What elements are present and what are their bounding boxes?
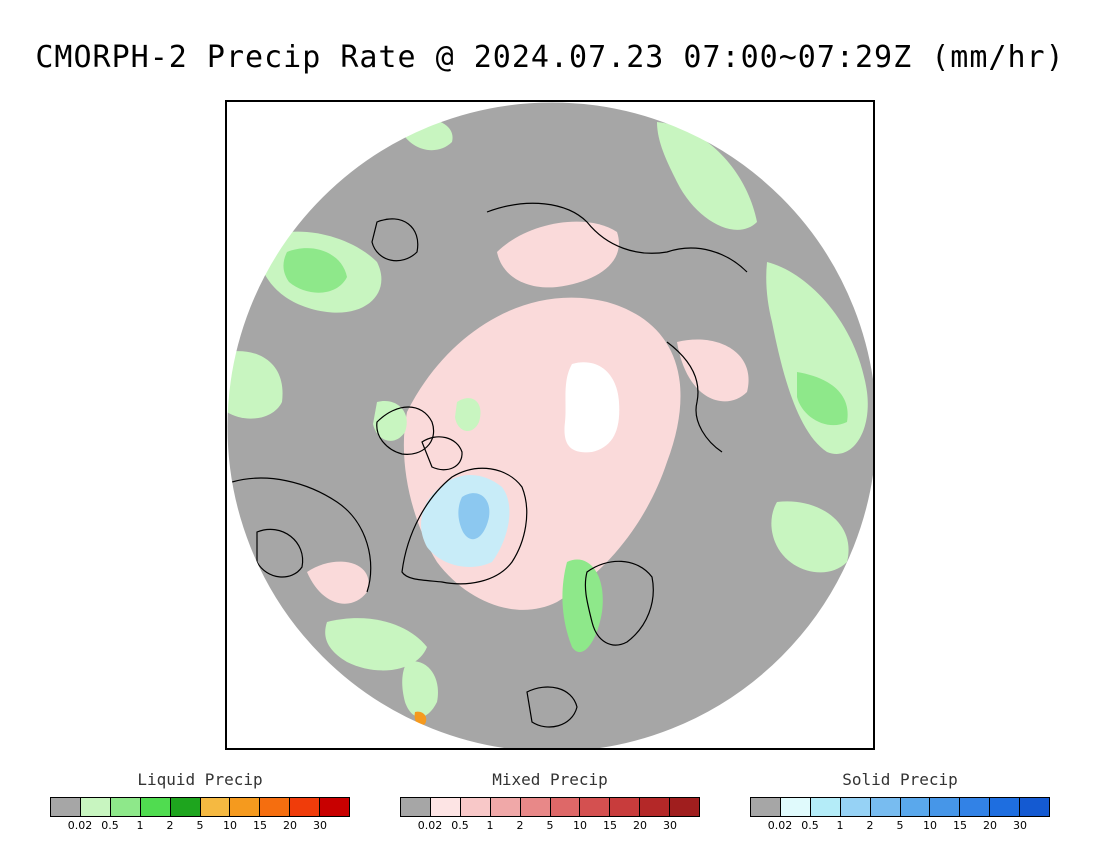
liquid-precip-region xyxy=(797,372,848,426)
map-title: CMORPH-2 Precip Rate @ 2024.07.23 07:00~… xyxy=(35,40,1065,75)
legend-tick-label: 30 xyxy=(313,819,327,832)
legend-tick-label: 10 xyxy=(923,819,937,832)
legend-tick-label: 20 xyxy=(283,819,297,832)
legend-swatch xyxy=(840,798,871,816)
legend-swatch xyxy=(260,798,291,816)
legend-swatch xyxy=(51,798,81,816)
legend-color-bar xyxy=(750,797,1050,817)
liquid-precip-region xyxy=(373,401,407,441)
legend-tick-label: 0.02 xyxy=(67,819,93,832)
legend-swatch xyxy=(610,798,641,816)
legend-swatch xyxy=(490,798,521,816)
no-data-region xyxy=(564,362,620,453)
liquid-precip-region xyxy=(402,661,438,717)
legend-swatch xyxy=(290,798,321,816)
legend-tick-label: 5 xyxy=(546,819,554,832)
legend-tick-label: 20 xyxy=(633,819,647,832)
legend-liquid: Liquid Precip 0.02 0.5 1 2 5 10 15 20 30 xyxy=(50,770,350,833)
legend-color-bar xyxy=(400,797,700,817)
coastline-canadian-archipelago xyxy=(421,436,463,471)
legend-tick-label: 5 xyxy=(196,819,204,832)
legend-tick-label: 2 xyxy=(516,819,524,832)
legend-swatch xyxy=(460,798,491,816)
legend-tick-label: 10 xyxy=(223,819,237,832)
legend-swatch xyxy=(580,798,611,816)
legend-swatch xyxy=(960,798,991,816)
legend-tick-label: 5 xyxy=(896,819,904,832)
legend-ticks: 0.02 0.5 1 2 5 10 15 20 30 xyxy=(50,817,350,833)
legend-swatch xyxy=(80,798,111,816)
legend-swatch xyxy=(780,798,811,816)
coastline-siberia xyxy=(486,202,748,273)
legend-swatch xyxy=(670,798,700,816)
legend-tick-label: 15 xyxy=(253,819,267,832)
coastline-alaska xyxy=(371,218,419,262)
solid-precip-region xyxy=(458,493,490,540)
legend-tick-label: 0.5 xyxy=(451,819,469,832)
legend-solid: Solid Precip 0.02 0.5 1 2 5 10 15 20 30 xyxy=(750,770,1050,833)
legend-tick-label: 0.5 xyxy=(801,819,819,832)
legend-title: Liquid Precip xyxy=(137,770,263,789)
legend-tick-label: 2 xyxy=(866,819,874,832)
liquid-precip-region xyxy=(771,501,849,573)
legend-swatch xyxy=(200,798,231,816)
legend-title: Solid Precip xyxy=(842,770,958,789)
legend-tick-label: 0.02 xyxy=(767,819,793,832)
legend-swatch xyxy=(640,798,671,816)
legend-tick-label: 1 xyxy=(136,819,144,832)
liquid-precip-region xyxy=(414,711,427,726)
legend-swatch xyxy=(930,798,961,816)
liquid-precip-region xyxy=(227,351,283,419)
mixed-precip-region xyxy=(677,339,749,402)
liquid-precip-region xyxy=(283,248,347,293)
legend-tick-label: 30 xyxy=(663,819,677,832)
legend-tick-label: 30 xyxy=(1013,819,1027,832)
coastline-canadian-archipelago xyxy=(376,406,435,455)
coastline-hudson-bay xyxy=(256,528,304,578)
liquid-precip-region xyxy=(562,559,603,653)
legend-tick-label: 2 xyxy=(166,819,174,832)
legend-swatch xyxy=(870,798,901,816)
legend-tick-label: 0.5 xyxy=(101,819,119,832)
legend-swatch xyxy=(1020,798,1050,816)
legend-swatch xyxy=(550,798,581,816)
coastline-siberia xyxy=(666,341,723,453)
coastline-north-america xyxy=(231,477,372,593)
liquid-precip-region xyxy=(455,398,481,432)
legend-swatch xyxy=(320,798,350,816)
legend-swatch xyxy=(751,798,781,816)
legend-swatch xyxy=(401,798,431,816)
legend-tick-label: 10 xyxy=(573,819,587,832)
mixed-precip-region xyxy=(307,561,369,604)
legend-ticks: 0.02 0.5 1 2 5 10 15 20 30 xyxy=(400,817,700,833)
coastline-europe xyxy=(526,686,578,728)
legend-mixed: Mixed Precip 0.02 0.5 1 2 5 10 15 20 30 xyxy=(400,770,700,833)
legend-title: Mixed Precip xyxy=(492,770,608,789)
legend-swatch xyxy=(900,798,931,816)
legend-tick-label: 0.02 xyxy=(417,819,443,832)
legend-swatch xyxy=(110,798,141,816)
legend-tick-label: 15 xyxy=(603,819,617,832)
mixed-precip-region xyxy=(497,221,619,288)
coastline-scandinavia xyxy=(584,560,654,646)
legend-tick-label: 15 xyxy=(953,819,967,832)
liquid-precip-region xyxy=(657,122,757,230)
legend-tick-label: 20 xyxy=(983,819,997,832)
legend-color-bar xyxy=(50,797,350,817)
coastlines xyxy=(231,202,748,728)
legend-swatch xyxy=(170,798,201,816)
precip-map-svg xyxy=(227,102,873,748)
legend-swatch xyxy=(430,798,461,816)
coastline-greenland xyxy=(401,467,528,585)
legend-tick-label: 1 xyxy=(486,819,494,832)
legend-swatch xyxy=(230,798,261,816)
liquid-precip-region xyxy=(325,618,427,671)
legend-ticks: 0.02 0.5 1 2 5 10 15 20 30 xyxy=(750,817,1050,833)
legend-swatch xyxy=(810,798,841,816)
legend-swatch xyxy=(520,798,551,816)
polar-map xyxy=(225,100,875,750)
legend-swatch xyxy=(140,798,171,816)
legend-swatch xyxy=(990,798,1021,816)
legend-tick-label: 1 xyxy=(836,819,844,832)
